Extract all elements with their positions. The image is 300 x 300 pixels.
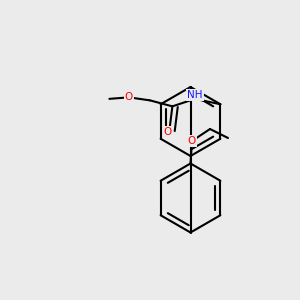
Text: NH: NH [187,90,202,100]
Text: O: O [188,136,196,146]
Text: O: O [125,92,133,102]
Text: O: O [164,127,172,137]
